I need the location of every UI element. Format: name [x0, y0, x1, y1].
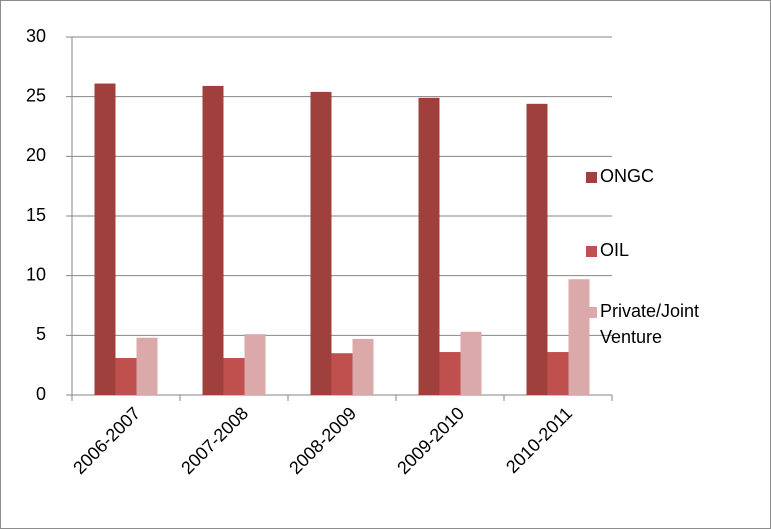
bar: [115, 358, 137, 395]
legend-item: OIL: [586, 240, 750, 263]
legend-swatch: [586, 172, 597, 183]
bar: [94, 83, 116, 395]
bar: [352, 338, 374, 395]
y-tick-label: 0: [36, 384, 46, 404]
bar: [136, 337, 158, 395]
bar: [568, 279, 590, 395]
bar: [526, 103, 548, 396]
y-tick-label: 25: [26, 85, 46, 105]
y-tick-label: 10: [26, 264, 46, 284]
legend-label: OIL: [600, 240, 630, 260]
bar: [460, 331, 482, 395]
bar: [223, 358, 245, 395]
legend-item: ONGC: [586, 166, 750, 189]
legend-swatch: [586, 307, 597, 318]
legend-label: Private/Joint Venture: [600, 301, 700, 347]
bar: [439, 352, 461, 395]
y-tick-label: 15: [26, 205, 46, 225]
bar: [202, 85, 224, 395]
y-tick-label: 20: [26, 145, 46, 165]
bar: [418, 97, 440, 396]
legend-label: ONGC: [600, 166, 654, 186]
bar: [547, 352, 569, 395]
legend-item: Private/Joint Venture: [586, 301, 720, 350]
y-tick-label: 30: [26, 26, 46, 46]
y-tick-label: 5: [36, 324, 46, 344]
legend-swatch: [586, 246, 597, 257]
bar: [244, 334, 266, 395]
bar: [310, 91, 332, 395]
bar: [331, 353, 353, 395]
